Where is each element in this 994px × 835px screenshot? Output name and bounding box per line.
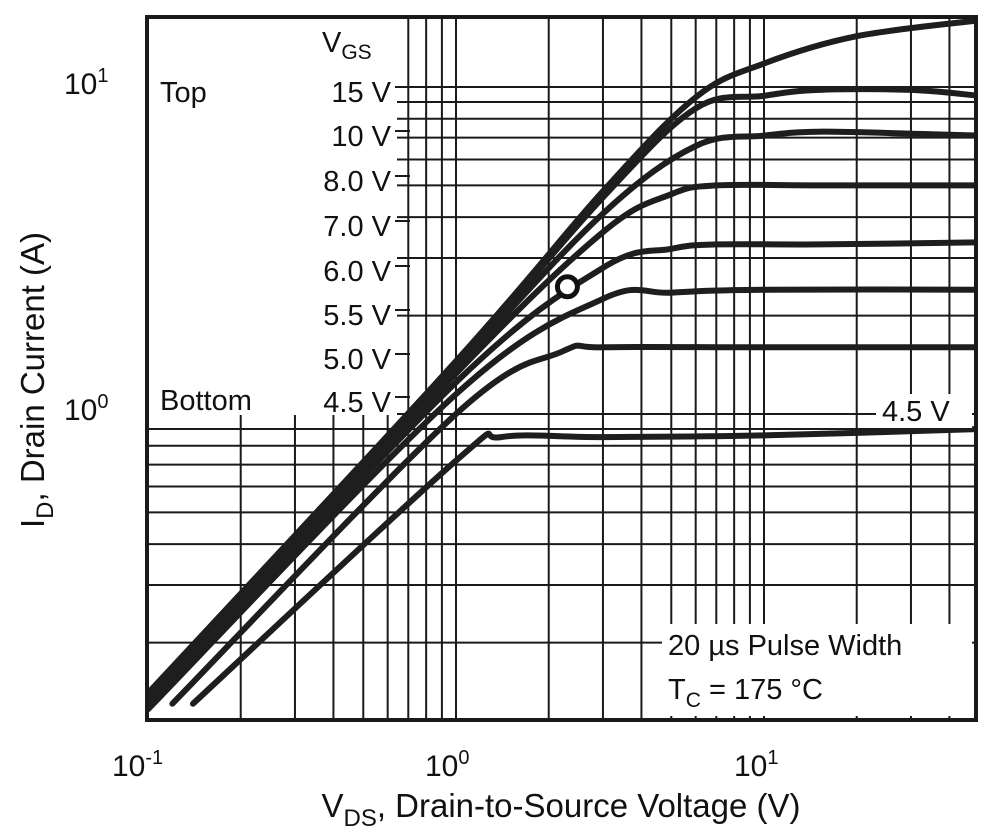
legend-panel <box>147 17 397 415</box>
legend-entry: 15 V <box>331 77 391 109</box>
curve-label-bg <box>876 394 972 428</box>
operating-point-marker <box>554 274 580 300</box>
conditions-box <box>662 624 972 716</box>
plot-frame <box>145 15 978 722</box>
series-line-7-0-v <box>147 181 976 707</box>
legend-entry: 6.0 V <box>323 256 391 288</box>
pulse-width-note: 20 µs Pulse Width <box>668 630 902 662</box>
legend-entry: 4.5 V <box>323 387 391 419</box>
y-axis-title: ID, Drain Current (A) <box>14 232 59 528</box>
series-line-5-5-v <box>147 286 976 713</box>
x-tick-label: 101 <box>734 747 779 783</box>
x-tick-label: 100 <box>425 747 470 783</box>
x-tick-label: 10-1 <box>112 747 163 783</box>
legend-entry: 7.0 V <box>323 211 391 243</box>
temperature-note: TC = 175 °C <box>668 674 823 712</box>
legend-entry: 10 V <box>331 121 391 153</box>
legend-tick-lines <box>395 86 410 398</box>
legend-header: VGS <box>322 27 372 64</box>
legend: VGS Top Bottom 15 V 10 V 8.0 V 7.0 V 6.0… <box>160 27 392 419</box>
series-lines <box>147 17 976 713</box>
x-tick-labels: 10-1 100 101 <box>112 747 779 783</box>
series-line-4-5-v <box>190 426 976 707</box>
y-tick-label: 100 <box>64 391 109 427</box>
legend-entry: 8.0 V <box>323 166 391 198</box>
legend-entry: 5.0 V <box>323 344 391 376</box>
y-tick-labels: 100 101 <box>64 65 109 427</box>
legend-entry: 5.5 V <box>323 300 391 332</box>
curve-label-4-5v: 4.5 V <box>882 396 950 428</box>
y-tick-label: 101 <box>64 65 109 101</box>
legend-bottom-label: Bottom <box>160 385 252 417</box>
x-axis-title: VDS, Drain-to-Source Voltage (V) <box>321 787 800 832</box>
legend-top-label: Top <box>160 77 207 109</box>
series-line-6-0-v <box>147 239 976 709</box>
series-line-5-0-v <box>169 342 976 707</box>
